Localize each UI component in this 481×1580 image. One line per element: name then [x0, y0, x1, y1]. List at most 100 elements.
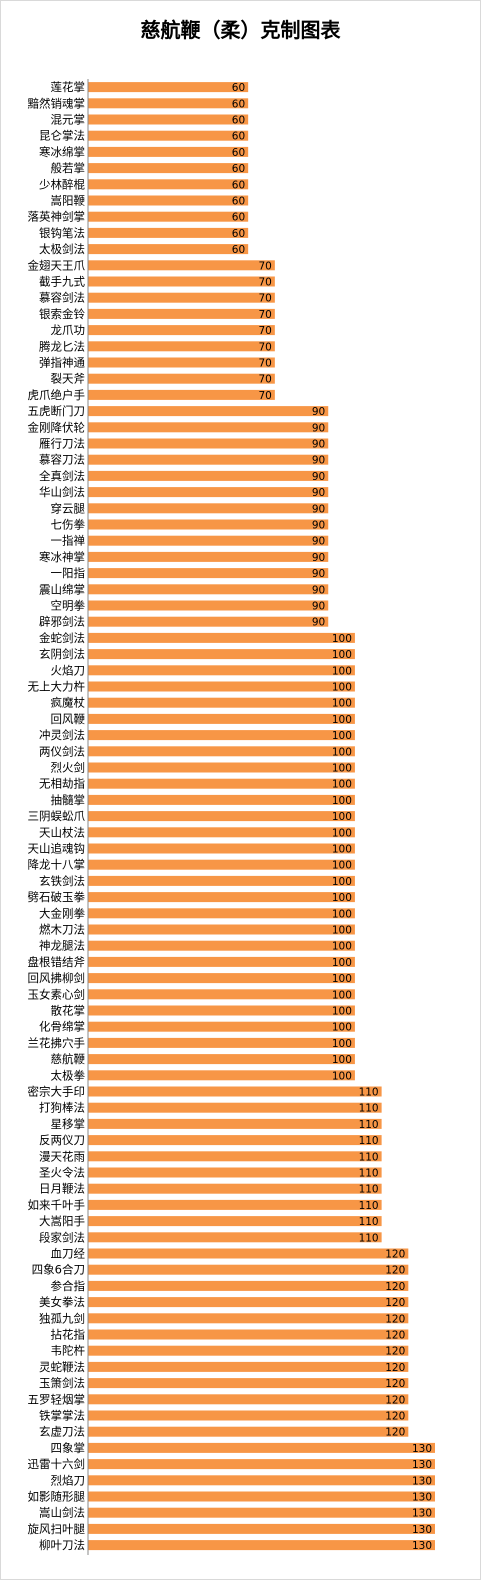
value-label: 120: [385, 1411, 405, 1423]
category-label: 银钩笔法: [39, 226, 85, 240]
value-label: 100: [332, 908, 352, 920]
bar: [88, 989, 355, 1000]
bar: [88, 1005, 355, 1016]
value-label: 100: [332, 941, 352, 953]
category-label: 无上大力杵: [28, 680, 86, 694]
category-label: 散花掌: [51, 1004, 86, 1018]
value-label: 60: [232, 179, 245, 191]
value-label: 120: [385, 1427, 405, 1439]
value-label: 130: [412, 1508, 432, 1520]
category-label: 三阴蜈蚣爪: [28, 809, 86, 823]
value-label: 100: [332, 811, 352, 823]
category-label: 段家剑法: [39, 1230, 85, 1244]
bar: [88, 956, 355, 967]
bar: [88, 616, 329, 627]
value-label: 90: [312, 455, 325, 467]
category-label: 般若掌: [51, 161, 86, 175]
bar: [88, 146, 249, 157]
value-label: 60: [232, 98, 245, 110]
value-label: 100: [332, 860, 352, 872]
value-label: 100: [332, 827, 352, 839]
bar: [88, 940, 355, 951]
category-label: 打狗棒法: [39, 1101, 85, 1115]
bar: [88, 697, 355, 708]
bar: [88, 244, 249, 255]
category-label: 嵩阳鞭: [51, 194, 86, 208]
value-label: 120: [385, 1297, 405, 1309]
value-label: 100: [332, 682, 352, 694]
bar: [88, 730, 355, 741]
category-label: 神龙腿法: [39, 939, 85, 953]
category-label: 金蛇剑法: [39, 631, 85, 645]
value-label: 60: [232, 131, 245, 143]
value-label: 90: [312, 536, 325, 548]
category-label: 龙爪功: [51, 323, 86, 337]
category-label: 慕容剑法: [39, 291, 85, 305]
bar: [88, 973, 355, 984]
value-label: 90: [312, 487, 325, 499]
category-label: 雁行刀法: [39, 437, 85, 451]
bar: [88, 584, 329, 595]
value-label: 100: [332, 665, 352, 677]
bar: [88, 1540, 435, 1551]
value-label: 120: [385, 1346, 405, 1358]
category-label: 独孤九剑: [39, 1311, 85, 1325]
category-label: 迅雷十六剑: [28, 1457, 86, 1471]
bars-layer: 莲花掌 60 黯然销魂掌 60 混元掌 60 昆仑掌法 60 寒冰绵掌 60 般若掌 60 少林醉棍 60…: [28, 80, 435, 1552]
value-label: 120: [385, 1313, 405, 1325]
category-label: 劈石破玉拳: [28, 890, 86, 904]
bar: [88, 908, 355, 919]
category-label: 莲花掌: [51, 80, 86, 94]
bar: [88, 1442, 435, 1453]
bar: [88, 1394, 409, 1405]
category-label: 圣火令法: [39, 1166, 85, 1180]
value-label: 70: [258, 341, 271, 353]
category-label: 一指禅: [51, 534, 86, 548]
bar: [88, 535, 329, 546]
category-label: 冲灵剑法: [39, 728, 85, 742]
bar: [88, 1037, 355, 1048]
value-label: 100: [332, 1006, 352, 1018]
bar: [88, 130, 249, 141]
bar: [88, 487, 329, 498]
bar: [88, 600, 329, 611]
bar: [88, 665, 355, 676]
value-label: 60: [232, 196, 245, 208]
value-label: 90: [312, 503, 325, 515]
value-label: 100: [332, 1054, 352, 1066]
category-label: 玄阴剑法: [39, 647, 85, 661]
category-label: 太极拳: [51, 1068, 86, 1082]
category-label: 虎爪绝户手: [28, 388, 86, 402]
category-label: 七伤拳: [51, 518, 86, 532]
category-label: 玉箫剑法: [39, 1376, 85, 1390]
bar: [88, 827, 355, 838]
value-label: 60: [232, 212, 245, 224]
bar: [88, 1021, 355, 1032]
bar: [88, 389, 275, 400]
value-label: 60: [232, 163, 245, 175]
bar: [88, 373, 275, 384]
category-label: 韦陀杵: [51, 1344, 86, 1358]
value-label: 110: [359, 1151, 379, 1163]
value-label: 110: [359, 1103, 379, 1115]
value-label: 100: [332, 925, 352, 937]
category-label: 美女拳法: [39, 1295, 85, 1309]
category-label: 全真剑法: [39, 469, 85, 483]
category-label: 烈火剑: [51, 761, 86, 775]
bar: [88, 1151, 382, 1162]
value-label: 120: [385, 1265, 405, 1277]
category-label: 四象掌: [51, 1441, 86, 1455]
value-label: 110: [359, 1232, 379, 1244]
bar: [88, 875, 355, 886]
bar: [88, 406, 329, 417]
bar: [88, 859, 355, 870]
bar: [88, 1345, 409, 1356]
category-label: 华山剑法: [39, 485, 85, 499]
value-label: 100: [332, 795, 352, 807]
category-label: 腾龙匕法: [39, 339, 85, 353]
bar: [88, 649, 355, 660]
value-label: 100: [332, 876, 352, 888]
category-label: 玉女素心剑: [28, 987, 86, 1001]
bar: [88, 1248, 409, 1259]
category-label: 铁掌掌法: [39, 1409, 85, 1423]
